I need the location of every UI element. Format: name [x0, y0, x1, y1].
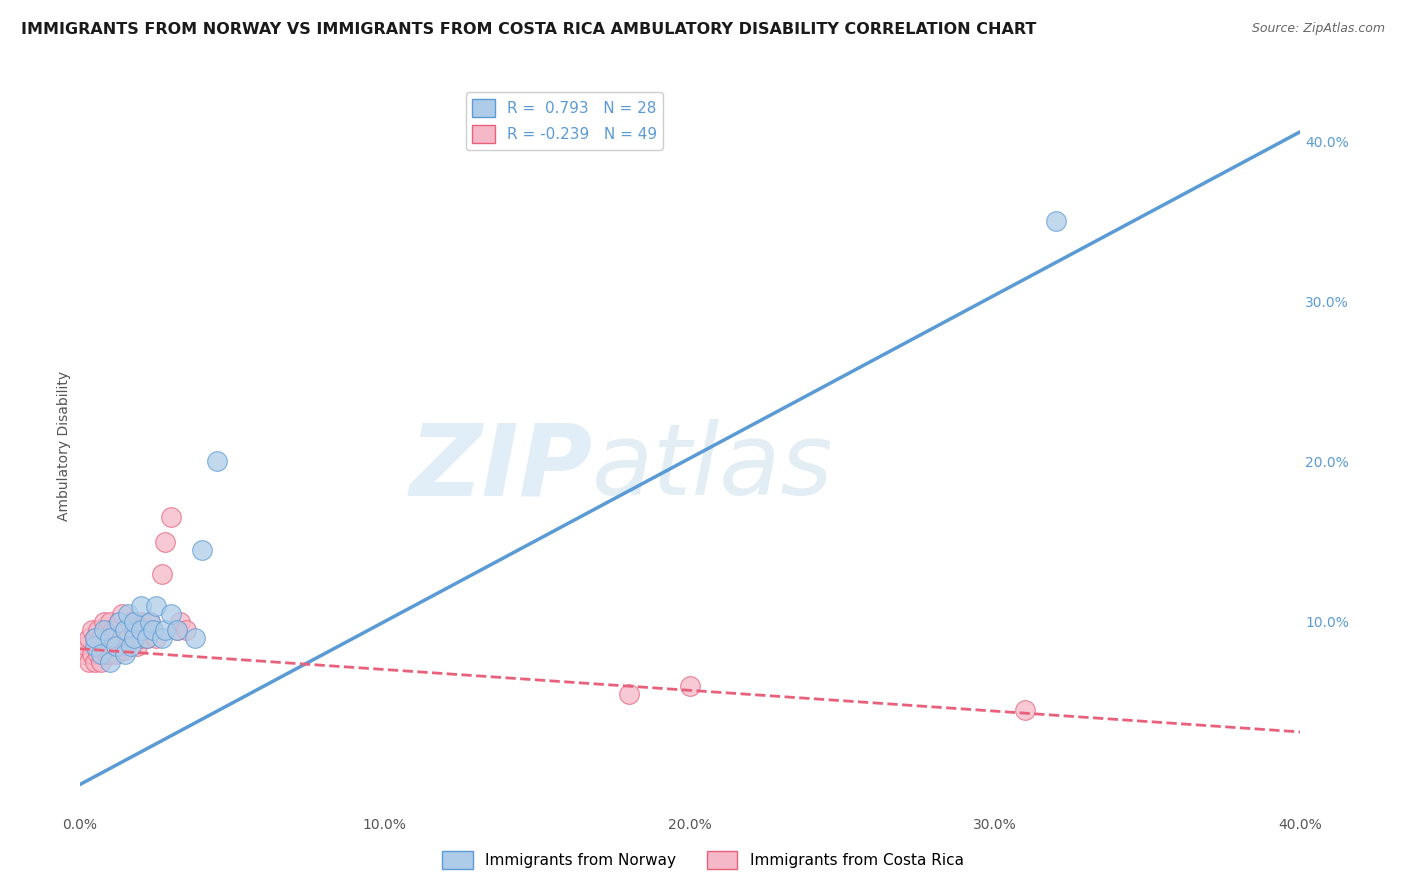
Point: [205, 454, 228, 468]
Point: [96, 647, 118, 661]
Point: [98, 615, 121, 629]
Point: [105, 639, 128, 653]
Point: [93, 623, 115, 637]
Point: [120, 615, 142, 629]
Point: [142, 623, 165, 637]
Point: [135, 631, 157, 645]
Point: [93, 615, 115, 629]
Point: [77, 655, 100, 669]
Point: [117, 631, 139, 645]
Point: [138, 615, 160, 629]
Point: [127, 639, 149, 653]
Point: [114, 623, 136, 637]
Point: [111, 631, 134, 645]
Point: [1045, 214, 1067, 228]
Point: [105, 623, 128, 637]
Point: [83, 631, 105, 645]
Point: [90, 655, 112, 669]
Point: [83, 631, 105, 645]
Point: [166, 623, 188, 637]
Point: [101, 623, 124, 637]
Point: [87, 647, 110, 661]
Point: [176, 623, 198, 637]
Point: [98, 631, 121, 645]
Point: [129, 623, 152, 637]
Point: [184, 631, 207, 645]
Point: [679, 679, 702, 693]
Point: [77, 631, 100, 645]
Point: [98, 647, 121, 661]
Point: [169, 615, 191, 629]
Legend: Immigrants from Norway, Immigrants from Costa Rica: Immigrants from Norway, Immigrants from …: [436, 845, 970, 875]
Point: [145, 599, 167, 613]
Legend: R =  0.793   N = 28, R = -0.239   N = 49: R = 0.793 N = 28, R = -0.239 N = 49: [465, 93, 664, 150]
Point: [101, 639, 124, 653]
Point: [142, 623, 165, 637]
Point: [135, 631, 157, 645]
Point: [124, 615, 146, 629]
Point: [124, 631, 146, 645]
Point: [75, 639, 97, 653]
Point: [120, 639, 142, 653]
Point: [129, 615, 152, 629]
Point: [108, 615, 131, 629]
Point: [117, 607, 139, 621]
Point: [153, 534, 176, 549]
Point: [150, 566, 173, 581]
Point: [160, 510, 183, 524]
Point: [108, 615, 131, 629]
Text: ZIP: ZIP: [409, 419, 592, 516]
Text: Source: ZipAtlas.com: Source: ZipAtlas.com: [1251, 22, 1385, 36]
Point: [129, 631, 152, 645]
Point: [114, 647, 136, 661]
Point: [90, 647, 112, 661]
Point: [83, 639, 105, 653]
Point: [1014, 702, 1036, 716]
Point: [108, 639, 131, 653]
Point: [72, 647, 94, 661]
Point: [80, 647, 103, 661]
Point: [190, 542, 212, 557]
Point: [160, 607, 183, 621]
Point: [166, 623, 188, 637]
Point: [114, 623, 136, 637]
Point: [93, 639, 115, 653]
Point: [87, 623, 110, 637]
Point: [124, 623, 146, 637]
Point: [98, 631, 121, 645]
Point: [145, 631, 167, 645]
Point: [132, 623, 155, 637]
Point: [114, 643, 136, 657]
Point: [129, 599, 152, 613]
Point: [80, 623, 103, 637]
Point: [138, 615, 160, 629]
Point: [617, 686, 640, 700]
Point: [111, 607, 134, 621]
Text: atlas: atlas: [592, 419, 834, 516]
Point: [90, 631, 112, 645]
Point: [83, 655, 105, 669]
Point: [150, 631, 173, 645]
Point: [96, 623, 118, 637]
Point: [98, 655, 121, 669]
Point: [153, 623, 176, 637]
Point: [105, 647, 128, 661]
Y-axis label: Ambulatory Disability: Ambulatory Disability: [58, 370, 72, 521]
Text: IMMIGRANTS FROM NORWAY VS IMMIGRANTS FROM COSTA RICA AMBULATORY DISABILITY CORRE: IMMIGRANTS FROM NORWAY VS IMMIGRANTS FRO…: [21, 22, 1036, 37]
